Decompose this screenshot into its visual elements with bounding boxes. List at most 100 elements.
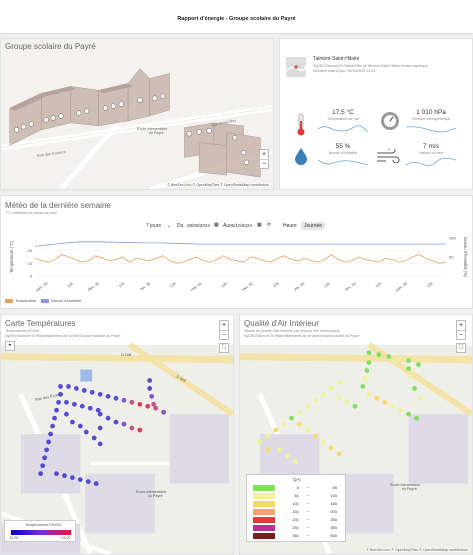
air-sensor-dot[interactable]: [406, 411, 411, 417]
air-sensor-dot[interactable]: [336, 451, 342, 457]
temperature-sensor-dot[interactable]: [97, 425, 103, 431]
temperature-sensor-dot[interactable]: [145, 403, 151, 409]
temperature-sensor-dot[interactable]: [54, 407, 59, 413]
temperature-sensor-dot[interactable]: [58, 391, 63, 397]
temperature-sensor-dot[interactable]: [50, 423, 55, 429]
temperature-sensor-dot[interactable]: [137, 427, 143, 433]
temperature-sensor-dot[interactable]: [83, 429, 89, 435]
air-sensor-dot[interactable]: [336, 380, 342, 385]
legend-temp-label[interactable]: Température: [15, 299, 37, 303]
temperature-sensor-dot[interactable]: [91, 435, 97, 441]
date-from-input[interactable]: 28/09/2024: [187, 223, 210, 228]
temperature-sensor-dot[interactable]: [56, 399, 61, 405]
temperature-sensor-dot[interactable]: [70, 475, 75, 481]
temperature-sensor-dot[interactable]: [64, 411, 69, 417]
air-sensor-dot[interactable]: [418, 395, 423, 401]
map-attribution-3d[interactable]: © BeeZee.Lino © OpenMapTiles © OpenStree…: [166, 183, 270, 187]
air-sensor-dot[interactable]: [312, 433, 318, 439]
air-zoom-out-button[interactable]: −: [457, 330, 465, 339]
date-to-input[interactable]: 05/10/2024: [229, 223, 252, 228]
range-selector[interactable]: 7 jours: [146, 223, 162, 229]
air-sensor-dot[interactable]: [265, 433, 271, 439]
calendar-from-icon[interactable]: ▦: [214, 222, 219, 228]
air-sensor-dot[interactable]: [336, 395, 342, 401]
temperature-sensor-dot[interactable]: [71, 401, 77, 407]
air-sensor-dot[interactable]: [297, 421, 302, 427]
temperature-sensor-dot[interactable]: [40, 463, 46, 469]
temperature-sensor-dot[interactable]: [89, 389, 95, 395]
temperature-sensor-dot[interactable]: [147, 378, 153, 383]
temp-fullscreen-icon[interactable]: ⛶: [219, 343, 229, 353]
air-sensor-dot[interactable]: [366, 360, 372, 365]
air-sensor-dot[interactable]: [364, 368, 370, 373]
air-sensor-dot[interactable]: [265, 447, 271, 453]
air-sensor-dot[interactable]: [320, 439, 326, 445]
hour-button[interactable]: Heure: [283, 223, 297, 229]
temperature-sensor-dot[interactable]: [81, 388, 87, 393]
building-3d-map[interactable]: [1, 39, 273, 189]
temp-zoom-out-button[interactable]: −: [220, 330, 228, 339]
temperature-sensor-dot[interactable]: [161, 409, 166, 415]
air-sensor-dot[interactable]: [312, 397, 318, 403]
temperature-sensor-dot[interactable]: [149, 393, 155, 399]
temperature-sensor-dot[interactable]: [105, 393, 111, 399]
temperature-sensor-dot[interactable]: [129, 399, 135, 405]
temperature-sensor-dot[interactable]: [70, 419, 75, 425]
temperature-sensor-dot[interactable]: [93, 481, 99, 486]
air-sensor-dot[interactable]: [360, 384, 366, 389]
air-sensor-dot[interactable]: [376, 352, 382, 358]
air-sensor-dot[interactable]: [281, 421, 287, 427]
air-sensor-dot[interactable]: [406, 366, 411, 371]
air-sensor-dot[interactable]: [352, 403, 358, 409]
air-sensor-dot[interactable]: [277, 447, 283, 453]
temperature-sensor-dot[interactable]: [137, 401, 143, 407]
air-sensor-dot[interactable]: [406, 358, 411, 364]
air-sensor-dot[interactable]: [416, 362, 421, 367]
air-sensor-dot[interactable]: [396, 356, 402, 362]
air-sensor-dot[interactable]: [285, 453, 290, 459]
air-sensor-dot[interactable]: [305, 427, 310, 433]
temperature-sensor-dot[interactable]: [52, 415, 57, 421]
range-chevron-icon[interactable]: ⌄: [167, 223, 172, 229]
air-sensor-dot[interactable]: [398, 407, 403, 413]
calendar-to-icon[interactable]: ▦: [257, 222, 262, 228]
temperature-sensor-dot[interactable]: [54, 471, 59, 477]
air-sensor-dot[interactable]: [328, 445, 334, 451]
air-sensor-dot[interactable]: [408, 374, 413, 379]
air-sensor-dot[interactable]: [374, 395, 380, 401]
temp-zoom-in-button[interactable]: +: [221, 322, 227, 329]
air-sensor-dot[interactable]: [390, 403, 396, 409]
temperature-sensor-dot[interactable]: [62, 473, 67, 479]
day-button[interactable]: Journée: [301, 222, 326, 230]
temperature-sensor-dot[interactable]: [48, 431, 53, 437]
zoom-in-button[interactable]: +: [261, 151, 267, 158]
air-sensor-dot[interactable]: [293, 459, 298, 465]
temperature-sensor-dot[interactable]: [121, 421, 127, 427]
temperature-sensor-dot[interactable]: [147, 386, 153, 391]
temperature-sensor-dot[interactable]: [85, 479, 91, 484]
weather-chart[interactable]: 0 10 20 50 100 Température (°C) Niveau d'humid…: [1, 232, 473, 296]
refresh-icon[interactable]: ⟳: [267, 222, 272, 228]
temperature-sensor-dot[interactable]: [97, 411, 103, 417]
temperature-sensor-dot[interactable]: [73, 386, 79, 391]
air-map[interactable]: [240, 315, 472, 554]
air-sensor-dot[interactable]: [328, 386, 334, 391]
temperature-sensor-dot[interactable]: [44, 447, 49, 453]
air-sensor-dot[interactable]: [257, 439, 263, 445]
air-sensor-dot[interactable]: [412, 386, 417, 391]
air-sensor-dot[interactable]: [320, 391, 326, 397]
temperature-sensor-dot[interactable]: [42, 455, 48, 461]
air-sensor-dot[interactable]: [297, 409, 302, 415]
air-sensor-dot[interactable]: [382, 399, 388, 405]
air-sensor-dot[interactable]: [344, 399, 350, 405]
temperature-sensor-dot[interactable]: [87, 405, 93, 411]
air-sensor-dot[interactable]: [366, 350, 372, 356]
temperature-sensor-dot[interactable]: [77, 477, 83, 482]
zoom-out-button[interactable]: −: [260, 159, 268, 168]
temp-map[interactable]: [1, 315, 233, 554]
air-sensor-dot[interactable]: [289, 415, 294, 421]
air-zoom-in-button[interactable]: +: [458, 322, 464, 329]
temperature-sensor-dot[interactable]: [64, 399, 69, 405]
temperature-sensor-dot[interactable]: [113, 419, 119, 425]
temperature-sensor-dot[interactable]: [153, 405, 159, 411]
